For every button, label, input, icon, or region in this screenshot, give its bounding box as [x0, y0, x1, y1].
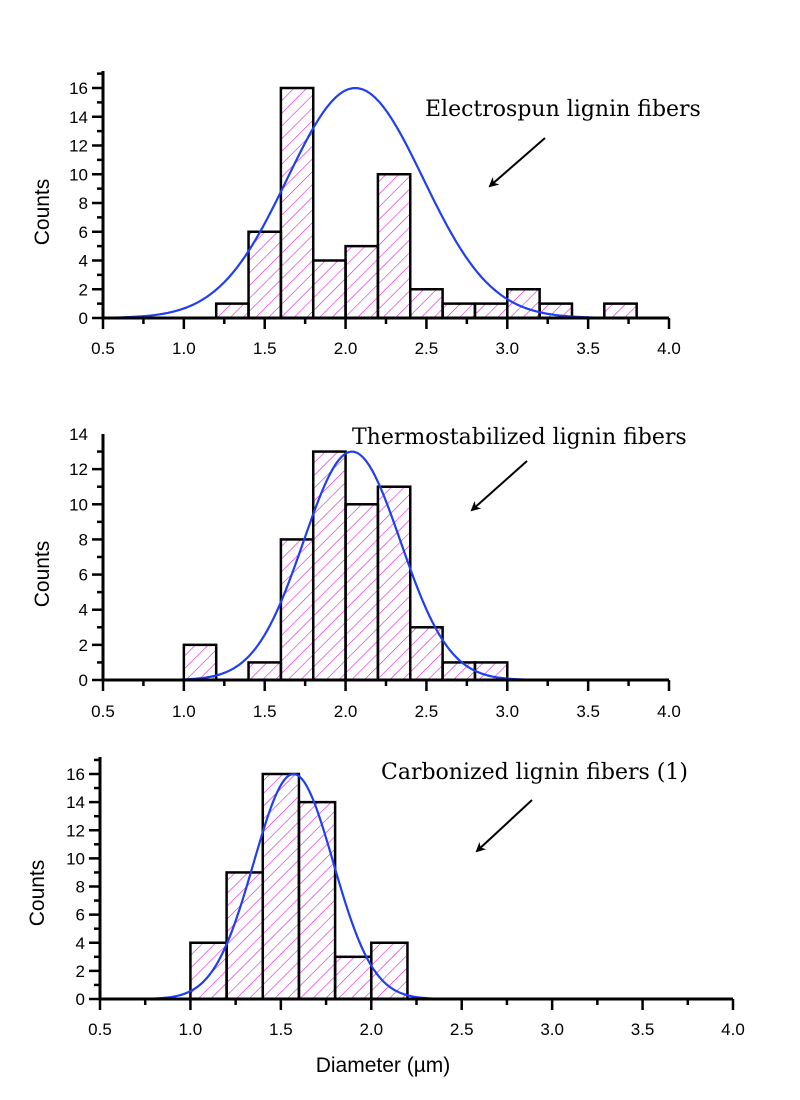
x-tick-label: 0.5 [91, 339, 115, 358]
x-tick-label: 2.5 [415, 702, 439, 721]
x-tick-label: 3.5 [631, 1020, 655, 1039]
normal-fit-curve [102, 87, 621, 319]
y-tick-label: 2 [76, 962, 85, 981]
axes: 0.5 1.0 1.5 2.0 2.5 3.0 3.5 4.0 0 2 4 6 8 10 12 14 16 [66, 757, 745, 1039]
y-tick-label: 0 [79, 671, 88, 690]
axes: 0.5 1.0 1.5 2.0 2.5 3.0 3.5 4.0 0 2 4 6 8 10 12 14 [69, 425, 681, 721]
histogram-bar-1.8-2.0 [311, 259, 347, 320]
histogram-bar-2.2-2.4 [376, 173, 412, 320]
x-tick-label: 0.5 [88, 1020, 112, 1039]
y-tick-label: 12 [69, 460, 88, 479]
histogram-bar-2.4-2.6 [409, 288, 444, 320]
y-tick-label: 8 [79, 530, 88, 549]
histogram-bar-2.2-2.4 [376, 485, 412, 682]
x-tick-label: 1.0 [179, 1020, 203, 1039]
histogram-bar-1.0-1.2 [182, 643, 218, 682]
panel-carbonized: 0.5 1.0 1.5 2.0 2.5 3.0 3.5 4.0 0 2 4 6 8 10 12 14 16 Co… [26, 757, 745, 1077]
histogram-bar-1.0-1.2 [189, 941, 228, 1001]
histogram-bar-2.4-2.6 [409, 626, 444, 682]
x-tick-label: 2.0 [359, 1020, 383, 1039]
x-tick-label: 2.5 [415, 339, 439, 358]
annotation-arrow [470, 460, 528, 512]
x-tick-label: 2.0 [334, 339, 358, 358]
annotation-arrow [475, 799, 533, 853]
y-tick-label: 8 [76, 878, 85, 897]
x-tick-label: 3.0 [495, 339, 519, 358]
histogram-bar-1.2-1.4 [214, 302, 250, 320]
y-tick-label: 4 [76, 934, 85, 953]
y-tick-label: 2 [79, 280, 88, 299]
x-tick-label: 1.5 [269, 1020, 293, 1039]
annotation-arrow [488, 137, 546, 188]
annotation-label: Electrospun lignin fibers [425, 97, 701, 122]
x-tick-label: 2.0 [334, 702, 358, 721]
x-tick-label: 0.5 [91, 702, 115, 721]
y-tick-label: 16 [69, 79, 88, 98]
x-tick-label: 4.0 [721, 1020, 745, 1039]
x-tick-label: 2.5 [450, 1020, 474, 1039]
y-tick-label: 14 [69, 425, 88, 444]
histogram-bar-1.6-1.8 [279, 86, 315, 320]
y-tick-label: 12 [69, 137, 88, 156]
histogram-bar-2.0-2.2 [344, 503, 380, 682]
histogram-bar-1.6-1.8 [297, 800, 337, 1001]
y-axis-title: Counts [31, 541, 54, 608]
histogram-bar-2.8-3.0 [473, 302, 509, 320]
y-tick-label: 8 [79, 194, 88, 213]
y-axis-title: Counts [31, 179, 54, 246]
annotation-label: Thermostabilized lignin fibers [352, 425, 687, 450]
normal-fit-curve [145, 772, 444, 1000]
x-tick-label: 4.0 [657, 339, 681, 358]
y-tick-label: 0 [79, 309, 88, 328]
panel-thermostabilized: 0.5 1.0 1.5 2.0 2.5 3.0 3.5 4.0 0 2 4 6 8 10 12 14 Coun… [31, 425, 687, 721]
y-tick-label: 14 [69, 108, 88, 127]
x-tick-label: 3.0 [495, 702, 519, 721]
x-tick-label: 1.0 [172, 339, 196, 358]
y-tick-label: 6 [79, 223, 88, 242]
y-axis-title: Counts [26, 860, 49, 927]
x-axis-title: Diameter (µm) [316, 1054, 451, 1077]
y-tick-label: 6 [79, 566, 88, 585]
histogram-bar-2.6-2.8 [441, 661, 477, 682]
x-tick-label: 3.0 [540, 1020, 564, 1039]
histogram-bar-2.6-2.8 [441, 302, 477, 320]
y-tick-label: 12 [66, 821, 85, 840]
y-tick-label: 2 [79, 636, 88, 655]
x-tick-label: 1.5 [253, 702, 277, 721]
histogram-bar-2.0-2.2 [344, 244, 380, 320]
y-tick-label: 10 [66, 849, 85, 868]
normal-fit-curve [170, 450, 532, 681]
y-tick-label: 4 [79, 252, 88, 271]
y-tick-label: 14 [66, 793, 85, 812]
histogram-bar-3.0-3.2 [506, 288, 541, 320]
y-tick-label: 10 [69, 165, 88, 184]
x-tick-label: 1.5 [253, 339, 277, 358]
histogram-bar-1.8-2.0 [333, 955, 373, 1001]
panel-electrospun: 0.5 1.0 1.5 2.0 2.5 3.0 3.5 4.0 0 2 4 6 8 10 12 14 16 Co… [31, 71, 701, 358]
y-tick-label: 16 [66, 765, 85, 784]
x-tick-label: 3.5 [576, 339, 600, 358]
axes: 0.5 1.0 1.5 2.0 2.5 3.0 3.5 4.0 0 2 4 6 8 10 12 14 16 [69, 71, 681, 358]
annotation-label: Carbonized lignin fibers (1) [381, 760, 688, 785]
histogram-bar-2.0-2.2 [370, 941, 409, 1001]
x-tick-label: 4.0 [657, 702, 681, 721]
histogram-bar-1.4-1.6 [247, 661, 283, 682]
y-tick-label: 10 [69, 495, 88, 514]
x-tick-label: 3.5 [576, 702, 600, 721]
y-tick-label: 0 [76, 990, 85, 1009]
histogram-bar-1.4-1.6 [261, 772, 301, 1001]
histogram-bars [214, 86, 638, 320]
x-tick-label: 1.0 [172, 702, 196, 721]
y-tick-label: 4 [79, 601, 88, 620]
histogram-bars [189, 772, 409, 1001]
y-tick-label: 6 [76, 906, 85, 925]
histogram-bar-1.8-2.0 [311, 450, 347, 682]
histogram-bar-3.6-3.8 [603, 302, 638, 320]
histogram-bars [182, 450, 509, 682]
